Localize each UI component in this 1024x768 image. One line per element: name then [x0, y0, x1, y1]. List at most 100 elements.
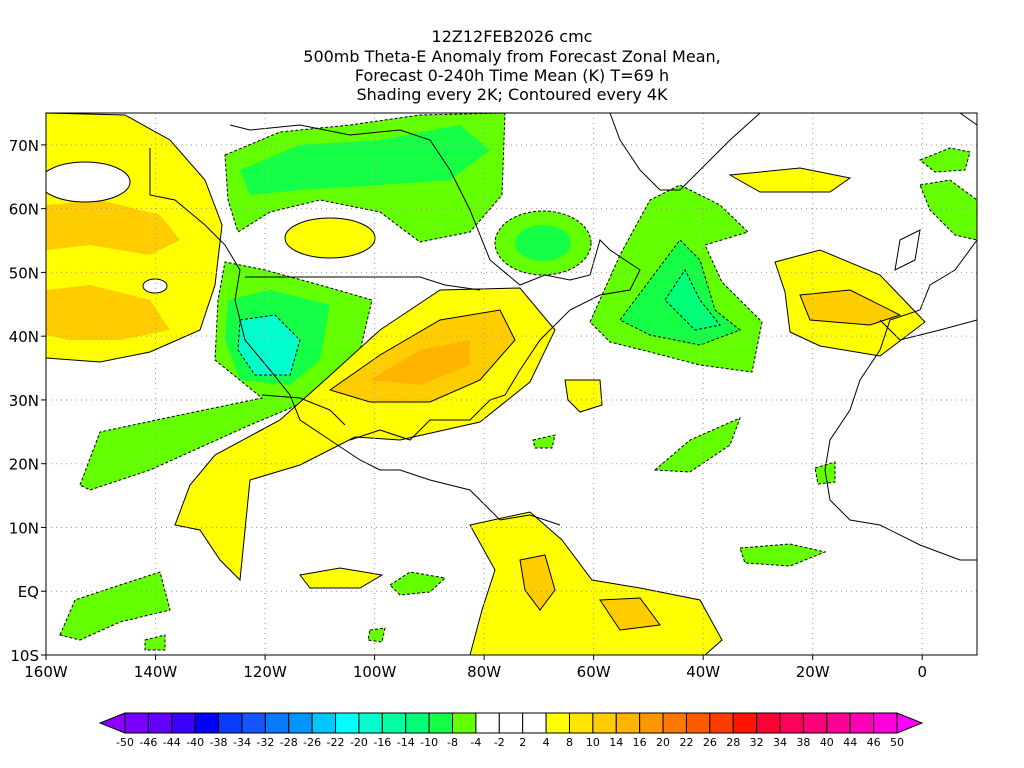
y-tick-label: 10S — [10, 647, 39, 665]
colorbar-swatch — [171, 712, 196, 734]
shade-small-cool-4 — [59, 571, 171, 641]
colorbar-swatch — [802, 712, 828, 734]
colorbar-swatch — [522, 712, 547, 734]
colorbar-label: -4 — [470, 736, 481, 749]
y-tick-label: 30N — [9, 392, 39, 410]
colorbar-label: -26 — [303, 736, 321, 749]
y-tick-label: 10N — [9, 519, 39, 537]
axes: 160W 140W 120W 100W 80W 60W 40W 20W 0 70N 60N 50N 40… — [9, 137, 927, 681]
colorbar-swatch — [498, 712, 524, 734]
colorbar-label: -34 — [233, 736, 251, 749]
shade-small-cool-5 — [144, 434, 836, 651]
title-shading: Shading every 2K; Contoured every 4K — [356, 85, 668, 104]
x-tick-label: 0 — [917, 663, 927, 681]
colorbar-swatch — [639, 712, 664, 734]
colorbar-swatch — [311, 712, 337, 734]
colorbar-label: -20 — [350, 736, 368, 749]
colorbar-label: 4 — [543, 736, 550, 749]
colorbar-label: -40 — [186, 736, 204, 749]
colorbar-swatch — [592, 712, 617, 734]
shade-south-america-orange — [519, 554, 661, 631]
colorbar-swatch — [615, 712, 641, 734]
shade-south-america-warm — [469, 511, 723, 655]
y-tick-label: 50N — [9, 264, 39, 282]
colorbar-swatch — [428, 712, 454, 734]
border-us-mexico — [261, 394, 346, 426]
colorbar-label: 40 — [820, 736, 834, 749]
colorbar-swatch — [194, 712, 220, 734]
colorbar-label: 46 — [867, 736, 881, 749]
y-tick-label: 20N — [9, 456, 39, 474]
colorbar-swatch — [335, 712, 360, 734]
shade-atlantic-green3 — [664, 269, 721, 331]
shade-small-cool-3 — [919, 147, 977, 241]
x-tick-label: 100W — [353, 663, 397, 681]
gridlines — [46, 113, 977, 655]
x-tick-label: 120W — [243, 663, 287, 681]
shade-small-neutral — [142, 278, 168, 294]
colorbar-swatch — [662, 712, 687, 734]
y-tick-label: 60N — [9, 201, 39, 219]
colorbar-label: 34 — [773, 736, 787, 749]
shade-canada-warm — [284, 217, 376, 259]
colorbar-swatch — [732, 712, 758, 734]
colorbar-label: 38 — [796, 736, 810, 749]
x-tick-label: 80W — [467, 663, 501, 681]
colorbar-swatch — [147, 712, 173, 734]
border-us-canada — [245, 276, 481, 291]
colorbar-swatch — [241, 712, 266, 734]
x-tick-label: 20W — [796, 663, 830, 681]
colorbar-swatch — [475, 712, 500, 734]
colorbar-label: 14 — [609, 736, 623, 749]
x-tick-label: 160W — [24, 663, 68, 681]
shade-west-cyan — [237, 314, 301, 376]
shade-canada-green2 — [240, 125, 490, 195]
coastline-europe-africa — [824, 113, 977, 561]
colorbar-label: -46 — [139, 736, 157, 749]
colorbar-swatch — [381, 712, 407, 734]
colorbar-swatch — [124, 712, 149, 734]
y-tick-label: 40N — [9, 328, 39, 346]
colorbar-swatch — [288, 712, 313, 734]
colorbar-label: -16 — [373, 736, 391, 749]
colorbar-swatch — [779, 712, 804, 734]
colorbar-label: -14 — [397, 736, 415, 749]
colorbar-label: -32 — [256, 736, 274, 749]
title-date: 12Z12FEB2026 cmc — [431, 27, 593, 46]
shade-pacific-orange — [46, 200, 180, 340]
shade-east-atlantic-orange — [799, 289, 902, 326]
colorbar-swatch — [545, 712, 570, 734]
x-tick-label: 140W — [134, 663, 178, 681]
colorbar-label: -22 — [327, 736, 345, 749]
title-forecast: Forecast 0-240h Time Mean (K) T=69 h — [354, 66, 670, 85]
shade-se-us-orange2 — [370, 340, 470, 385]
shade-alaska-neutral — [46, 161, 131, 203]
colorbar: -50 -46 -44 -40 -38 -34 -32 -28 -26 -22 -20 -16 -14-… — [98, 712, 924, 749]
colorbar-swatch — [826, 712, 851, 734]
colorbar-label: -10 — [420, 736, 438, 749]
colorbar-low-arrow — [98, 712, 126, 734]
plot-frame — [45, 112, 978, 656]
y-tick-label: 70N — [9, 137, 39, 155]
colorbar-swatch — [685, 712, 711, 734]
coastline-north-america — [149, 124, 641, 526]
x-tick-label: 60W — [577, 663, 611, 681]
colorbar-label: 20 — [656, 736, 670, 749]
colorbar-label: 28 — [726, 736, 740, 749]
shade-hudson-green2 — [515, 225, 571, 261]
shade-small-cool-1 — [653, 417, 741, 473]
colorbar-swatch — [756, 712, 781, 734]
coastlines — [149, 113, 977, 561]
colorbar-label: -44 — [163, 736, 181, 749]
colorbar-swatch — [849, 712, 875, 734]
colorbar-swatch — [358, 712, 383, 734]
colorbar-label: -28 — [280, 736, 298, 749]
shade-small-warm-1 — [564, 379, 603, 413]
coastline-greenland — [609, 113, 761, 191]
colorbar-swatch — [264, 712, 290, 734]
colorbar-label: 10 — [586, 736, 600, 749]
colorbar-high-arrow — [896, 712, 924, 734]
colorbar-label: 32 — [750, 736, 764, 749]
